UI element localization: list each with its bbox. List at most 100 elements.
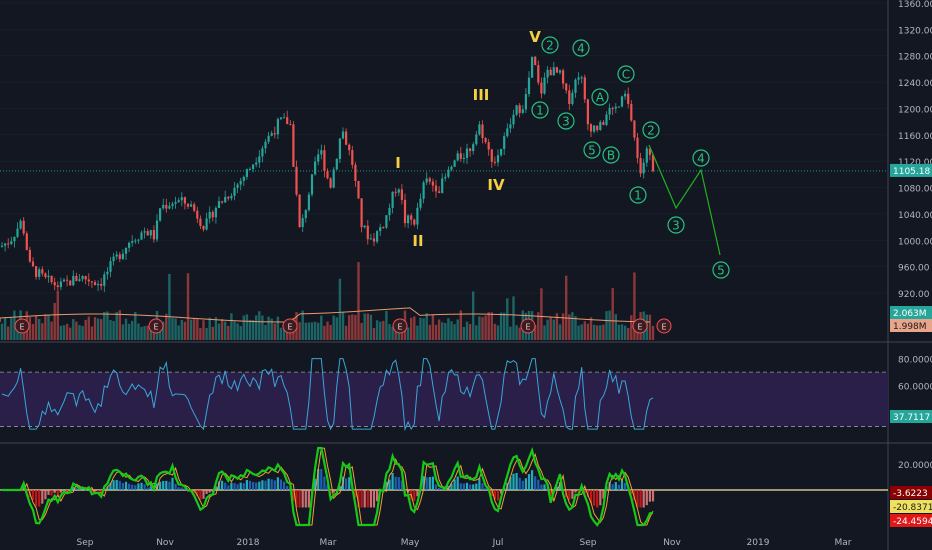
volume-bar xyxy=(608,310,611,340)
earnings-marker-label: E xyxy=(397,323,402,332)
volume-bar xyxy=(410,317,413,340)
macd-histogram-bar xyxy=(121,482,124,490)
candle-body xyxy=(199,218,202,226)
candle-body xyxy=(382,227,385,229)
candle-body xyxy=(314,161,317,175)
macd-histogram-bar xyxy=(93,490,97,492)
candle-body xyxy=(416,207,419,225)
volume-bar xyxy=(81,326,84,340)
projection-wave-label: 5 xyxy=(717,264,725,278)
candle-body xyxy=(75,275,78,281)
impulse-wave-label: I xyxy=(395,154,401,172)
volume-bar xyxy=(372,327,376,340)
volume-bar xyxy=(180,319,183,340)
volume-badge: 2.063M xyxy=(893,309,927,319)
volume-bar xyxy=(202,320,205,340)
volume-bar xyxy=(434,324,438,340)
volume-bar xyxy=(320,315,323,340)
last-price-badge-bg xyxy=(890,163,932,177)
candle-body xyxy=(565,83,568,91)
volume-bar xyxy=(379,321,382,340)
candle-body xyxy=(317,154,320,162)
macd-histogram-bar xyxy=(624,482,627,490)
candle-body xyxy=(534,56,537,66)
earnings-marker-label: E xyxy=(637,323,642,332)
volume-bar xyxy=(106,311,109,340)
candle-body xyxy=(345,131,348,145)
candle-body xyxy=(614,106,617,109)
volume-bar xyxy=(620,324,624,340)
volume-bar xyxy=(31,323,35,340)
candle-body xyxy=(261,148,264,157)
volume-bar xyxy=(496,325,500,340)
candle-body xyxy=(450,166,453,170)
candle-body xyxy=(527,77,531,95)
candle-body xyxy=(478,124,481,135)
candle-body xyxy=(90,281,93,283)
volume-bar xyxy=(174,318,177,340)
macd-histogram-bar xyxy=(450,483,453,490)
candle-body xyxy=(593,125,596,132)
macd-histogram-bar xyxy=(165,480,168,490)
earnings-marker xyxy=(632,318,648,334)
volume-bar xyxy=(574,316,577,340)
volume-bar xyxy=(103,312,106,340)
macd-histogram-bar xyxy=(571,490,574,499)
candle-body xyxy=(441,178,444,193)
macd-histogram-bar xyxy=(363,490,366,508)
macd-histogram-bar xyxy=(143,484,146,490)
wave-circle xyxy=(583,141,601,159)
candle-body xyxy=(403,199,407,224)
earnings-marker-label: E xyxy=(153,323,158,332)
candle-body xyxy=(128,242,131,248)
macd-histogram-bar xyxy=(524,478,527,490)
candle-body xyxy=(484,138,487,143)
volume-bar xyxy=(499,312,503,340)
macd-histogram-bar xyxy=(648,490,651,502)
wave-circle xyxy=(602,146,620,164)
macd-histogram-bar xyxy=(149,486,152,490)
candle-body xyxy=(106,271,109,275)
macd-histogram-bar xyxy=(407,490,410,493)
volume-bar xyxy=(459,310,462,340)
candle-body xyxy=(620,96,624,107)
macd-histogram-bar xyxy=(475,483,478,490)
volume-bar xyxy=(375,320,379,340)
candle-body xyxy=(558,70,562,73)
candle-body xyxy=(53,282,56,286)
price-tick-label: 960.00 xyxy=(898,264,930,274)
candle-body xyxy=(447,169,450,177)
macd-histogram-bar xyxy=(90,490,93,493)
candle-body xyxy=(149,230,152,236)
macd-histogram-bar xyxy=(555,486,558,490)
macd-histogram-bar xyxy=(97,490,100,492)
macd-histogram-bar xyxy=(38,490,41,507)
macd-histogram-bar xyxy=(568,490,571,500)
candle-body xyxy=(586,99,589,125)
candle-body xyxy=(100,283,103,286)
candle-body xyxy=(648,148,651,155)
volume-bar xyxy=(332,315,335,340)
wave-circle xyxy=(557,112,575,130)
volume-bar xyxy=(149,322,152,340)
volume-bar xyxy=(220,319,224,340)
macd-histogram-bar xyxy=(233,483,236,490)
earnings-marker xyxy=(148,318,164,334)
volume-bar xyxy=(115,312,118,340)
candle-body xyxy=(469,148,472,152)
candle-body xyxy=(453,160,456,167)
candle-body xyxy=(459,153,462,159)
macd-histogram-bar xyxy=(469,484,472,490)
macd-histogram-bar xyxy=(140,482,143,490)
macd-histogram-bar xyxy=(642,490,645,508)
earnings-marker-label: E xyxy=(287,323,292,332)
candle-body xyxy=(521,109,524,113)
candle-body xyxy=(146,231,149,236)
impulse-wave-label: II xyxy=(412,232,423,250)
candle-body xyxy=(487,142,490,150)
volume-bar xyxy=(0,323,4,340)
volume-bar xyxy=(512,296,515,340)
candle-body xyxy=(242,176,245,181)
candle-body xyxy=(22,220,25,234)
